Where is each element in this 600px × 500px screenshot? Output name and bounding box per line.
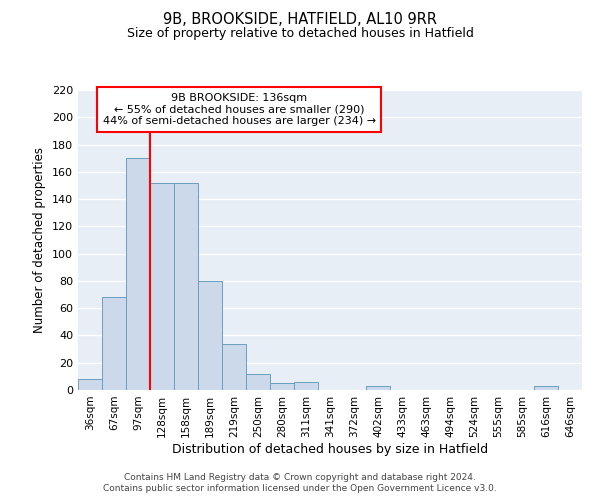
Text: Distribution of detached houses by size in Hatfield: Distribution of detached houses by size … xyxy=(172,442,488,456)
Bar xyxy=(174,182,198,390)
Text: Size of property relative to detached houses in Hatfield: Size of property relative to detached ho… xyxy=(127,28,473,40)
Bar xyxy=(78,379,102,390)
Bar xyxy=(222,344,246,390)
Bar xyxy=(294,382,318,390)
Bar xyxy=(246,374,270,390)
Bar xyxy=(534,386,558,390)
Text: 9B, BROOKSIDE, HATFIELD, AL10 9RR: 9B, BROOKSIDE, HATFIELD, AL10 9RR xyxy=(163,12,437,28)
Text: Contains public sector information licensed under the Open Government Licence v3: Contains public sector information licen… xyxy=(103,484,497,493)
Bar xyxy=(270,383,294,390)
Text: 9B BROOKSIDE: 136sqm
← 55% of detached houses are smaller (290)
44% of semi-deta: 9B BROOKSIDE: 136sqm ← 55% of detached h… xyxy=(103,93,376,126)
Bar xyxy=(150,182,174,390)
Bar xyxy=(366,386,390,390)
Text: Contains HM Land Registry data © Crown copyright and database right 2024.: Contains HM Land Registry data © Crown c… xyxy=(124,472,476,482)
Y-axis label: Number of detached properties: Number of detached properties xyxy=(34,147,46,333)
Bar xyxy=(198,281,222,390)
Bar xyxy=(102,298,126,390)
Bar xyxy=(126,158,150,390)
